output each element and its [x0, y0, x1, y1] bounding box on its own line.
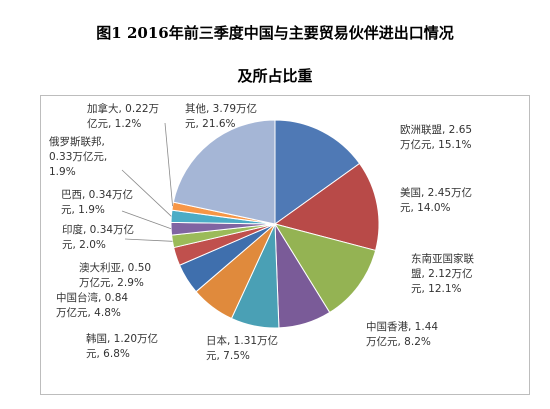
slice-label-line: 澳大利亚, 0.50 — [79, 261, 151, 274]
slice-label-line: 欧洲联盟, 2.65 — [400, 124, 472, 136]
slice-label: 加拿大, 0.22万亿元, 1.2% — [87, 102, 159, 130]
slice-label-line: 韩国, 1.20万亿 — [86, 332, 158, 345]
slice-label-line: 元, 14.0% — [400, 202, 451, 214]
slice-label-line: 元, 21.6% — [185, 118, 236, 130]
slice-label: 美国, 2.45万亿元, 14.0% — [400, 186, 472, 214]
pie-slice — [172, 119, 276, 225]
slice-label-line: 印度, 0.34万亿 — [62, 223, 134, 236]
slice-label-line: 1.9% — [49, 166, 76, 178]
slice-label-line: 巴西, 0.34万亿 — [61, 188, 133, 201]
slice-label: 中国台湾, 0.84 万亿元, 4.8% — [56, 291, 128, 319]
slice-label-line: 万亿元, 2.9% — [79, 276, 144, 289]
slice-label: 印度, 0.34万亿元, 2.0% — [62, 223, 134, 251]
slice-label-line: 万亿元, 8.2% — [366, 335, 431, 348]
slice-label: 东南亚国家联盟, 2.12万亿元, 12.1% — [411, 252, 474, 295]
slice-label-line: 元, 1.9% — [61, 204, 105, 216]
slice-label-line: 元, 6.8% — [86, 348, 130, 360]
slice-label-line: 俄罗斯联邦, — [49, 135, 105, 148]
slice-label: 中国香港, 1.44 万亿元, 8.2% — [366, 320, 438, 348]
slice-label-line: 美国, 2.45万亿 — [400, 186, 472, 199]
slice-label: 韩国, 1.20万亿元, 6.8% — [86, 332, 158, 360]
leader-line — [164, 122, 173, 207]
slice-label-line: 元, 2.0% — [62, 239, 106, 251]
slice-label-line: 日本, 1.31万亿 — [206, 334, 278, 347]
slice-label: 澳大利亚, 0.50 万亿元, 2.9% — [79, 261, 151, 289]
slice-label: 日本, 1.31万亿元, 7.5% — [206, 334, 278, 362]
slice-label-line: 加拿大, 0.22万 — [87, 102, 159, 115]
pie-slice — [273, 162, 380, 252]
slice-label: 其他, 3.79万亿元, 21.6% — [185, 102, 257, 130]
slice-label-line: 万亿元, 4.8% — [56, 306, 121, 319]
slice-label-line: 0.33万亿元, — [49, 150, 107, 163]
leader-line — [121, 169, 172, 217]
slice-label-line: 元, 12.1% — [411, 283, 462, 295]
slice-label-line: 其他, 3.79万亿 — [185, 102, 257, 115]
slice-label-line: 中国台湾, 0.84 — [56, 291, 128, 304]
slice-label-line: 盟, 2.12万亿 — [411, 267, 473, 280]
leader-line — [124, 238, 173, 242]
pie-slice — [274, 119, 361, 225]
slice-label: 巴西, 0.34万亿元, 1.9% — [61, 188, 133, 216]
slice-label-line: 万亿元, 15.1% — [400, 138, 472, 151]
chart-title-line-1: 图1 2016年前三季度中国与主要贸易伙伴进出口情况 — [96, 24, 454, 42]
chart-title-line-2: 及所占比重 — [237, 67, 313, 85]
slice-label: 俄罗斯联邦, 0.33万亿元, 1.9% — [49, 135, 107, 178]
slice-label: 欧洲联盟, 2.65 万亿元, 15.1% — [400, 124, 472, 151]
slice-label-line: 东南亚国家联 — [411, 252, 474, 265]
slice-label-line: 中国香港, 1.44 — [366, 320, 438, 333]
slice-label-line: 亿元, 1.2% — [87, 117, 141, 130]
pie-slice — [273, 223, 377, 314]
slice-label-line: 元, 7.5% — [206, 350, 250, 362]
leader-line — [121, 210, 172, 230]
